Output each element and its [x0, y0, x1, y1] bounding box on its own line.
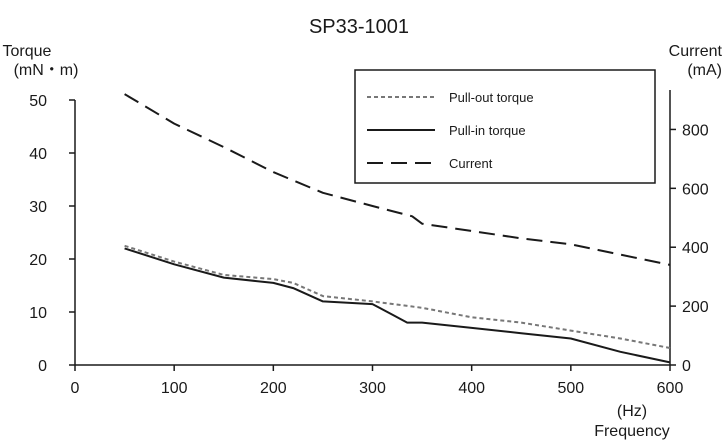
ticks: 0 100 200 300 400 500 600010203040500200400600… [29, 93, 709, 397]
y-left-tick-label: 20 [29, 252, 47, 269]
legend-box [354, 69, 656, 184]
x-axis-label: Frequency [594, 423, 670, 440]
x-axis-unit: (Hz) [617, 403, 647, 420]
legend-label: Current [449, 156, 493, 171]
y-right-tick-label: 400 [682, 240, 709, 257]
y-right-axis-label: Current [669, 43, 723, 60]
y-right-axis-unit: (mA) [687, 62, 722, 79]
series-group [124, 93, 671, 364]
chart-title: SP33-1001 [309, 16, 409, 38]
y-left-tick-label: 0 [38, 358, 47, 375]
series-line-pull-out-torque [124, 244, 671, 349]
y-left-axis-unit: (mN・m) [14, 62, 79, 79]
y-right-tick-label: 0 [682, 358, 691, 375]
x-tick-label: 500 [557, 380, 584, 397]
x-tick-label: 600 [657, 380, 684, 397]
series-line-current [124, 93, 671, 266]
y-left-tick-label: 40 [29, 146, 47, 163]
y-left-tick-label: 50 [29, 93, 47, 110]
x-tick-label: 200 [260, 380, 287, 397]
legend-items: Pull-out torque Pull-in torque Current [367, 90, 534, 171]
series-line-pull-in-torque [124, 247, 671, 364]
y-right-tick-label: 200 [682, 299, 709, 316]
legend-label: Pull-out torque [449, 90, 534, 105]
y-left-axis-label: Torque [3, 43, 52, 60]
y-right-tick-label: 800 [682, 122, 709, 139]
legend-label: Pull-in torque [449, 123, 526, 138]
x-tick-label: 100 [161, 380, 188, 397]
y-left-tick-label: 30 [29, 199, 47, 216]
y-left-tick-label: 10 [29, 305, 47, 322]
legend: Pull-out torque Pull-in torque Current [354, 69, 656, 184]
x-tick-label: 0 [71, 380, 80, 397]
y-right-tick-label: 600 [682, 181, 709, 198]
x-tick-label: 400 [458, 380, 485, 397]
x-tick-label: 300 [359, 380, 386, 397]
